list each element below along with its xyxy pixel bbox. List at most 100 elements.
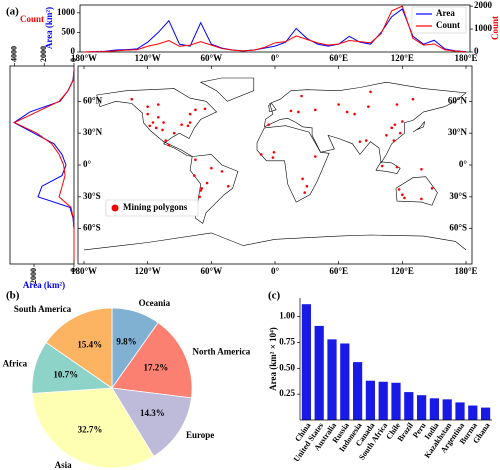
mining-polygon [364, 139, 368, 142]
pie-value-label: 10.7% [53, 369, 78, 379]
mining-polygon [403, 196, 406, 200]
pie-value-label: 15.4% [77, 340, 102, 350]
mining-polygon [180, 123, 183, 126]
pie-category-label: Europe [186, 430, 214, 440]
x2-tick-label: 0 [69, 58, 78, 62]
y-tick-label: 0° [83, 159, 92, 169]
bar [378, 381, 388, 420]
x-axis-label: Area (km²) [23, 280, 65, 290]
pie-value-label: 32.7% [78, 425, 103, 435]
mining-polygon [148, 124, 152, 128]
mining-polygon [267, 123, 270, 126]
mining-polygon [154, 126, 158, 130]
legend-swatch [111, 204, 119, 212]
mining-polygon [161, 128, 164, 132]
bar [429, 398, 440, 420]
coastline [375, 161, 401, 174]
bar [352, 362, 363, 420]
coastline [412, 121, 425, 133]
pie-value-label: 17.2% [144, 363, 169, 373]
mining-polygon [199, 189, 203, 192]
mining-polygon [314, 155, 317, 158]
bar [365, 380, 376, 420]
coastline [256, 125, 330, 203]
mining-polygon [353, 112, 356, 116]
y-tick-label: 30°N [83, 127, 103, 137]
mining-polygon [151, 121, 155, 124]
y-tick-label: 0.50 [279, 362, 295, 372]
x-tick-label: 180°W [71, 266, 97, 276]
coastline [395, 176, 438, 206]
mining-polygon [130, 97, 134, 101]
y-tick-label: 60°S [449, 223, 467, 233]
mining-polygon [200, 187, 204, 190]
mining-polygon [380, 164, 384, 168]
mining-polygon [203, 107, 207, 111]
mining-polygon [210, 166, 213, 170]
pie-wedge [45, 307, 113, 389]
mining-polygon [305, 184, 309, 188]
mining-polygon [194, 108, 197, 112]
x-tick-label: 0° [271, 266, 280, 276]
pie-wedge [31, 387, 155, 469]
line-series [83, 8, 467, 53]
mining-polygon [401, 193, 404, 197]
x2-tick-label: 2000 [39, 46, 48, 62]
pie-wedge [111, 387, 192, 457]
legend-label: Count [436, 20, 460, 30]
x-tick-label: 180°W [71, 53, 97, 63]
mining-polygon [167, 143, 171, 147]
bar [340, 343, 350, 420]
mining-polygon [146, 112, 149, 116]
line-series [83, 5, 467, 53]
x2-tick-label: 4000 [9, 46, 18, 62]
bar [327, 339, 337, 420]
pie-category-label: Oceania [139, 298, 171, 308]
y-tick-label: 60°S [83, 223, 101, 233]
x-tick-label: 180°E [454, 266, 477, 276]
y-tick-label: 60°N [448, 95, 468, 105]
mining-polygon [289, 109, 293, 113]
mining-polygon [314, 108, 317, 112]
panel-label: (c) [268, 290, 281, 302]
panel-label: (b) [6, 290, 20, 302]
pie-value-label: 9.8% [116, 336, 136, 346]
mining-polygon [367, 105, 370, 108]
pie-category-label: Asia [55, 460, 73, 470]
mining-polygon [369, 90, 372, 94]
x-tick-label: 0 [69, 268, 78, 272]
mining-polygon [188, 121, 192, 124]
plot-frame [79, 4, 471, 53]
coastline [83, 232, 467, 251]
mining-polygon [393, 123, 397, 126]
mining-polygon [420, 167, 423, 171]
bar [404, 392, 414, 420]
bar [391, 382, 401, 420]
mining-polygon [385, 133, 388, 137]
line-series [13, 69, 75, 261]
y-tick-label: 0.75 [279, 337, 295, 347]
legend-box [411, 6, 467, 34]
mining-polygon [271, 156, 275, 159]
mining-polygon [337, 103, 340, 106]
mining-polygon [345, 110, 349, 114]
map-frame [77, 65, 473, 265]
x-tick-label: 120°E [391, 53, 414, 63]
pie-category-label: Africa [3, 359, 28, 369]
y-tick-label: 30°S [83, 191, 101, 201]
bar [455, 402, 465, 420]
x-tick-label: 2000 [29, 268, 38, 284]
mining-polygon [220, 170, 224, 173]
y-axis-label: Area (km² × 10⁴) [268, 327, 278, 391]
y-tick-label: 500 [62, 26, 76, 36]
mining-polygon [162, 121, 165, 124]
mining-polygon [297, 110, 300, 114]
y2-axis-label: Count [490, 16, 500, 40]
coastline [268, 103, 277, 113]
x-tick-label: 60°W [201, 53, 223, 63]
mining-polygon [300, 94, 303, 98]
pie-wedge [111, 322, 193, 399]
mining-polygon [186, 124, 190, 128]
pie-category-label: North America [193, 347, 251, 357]
x2-axis-label: Count [20, 14, 44, 24]
